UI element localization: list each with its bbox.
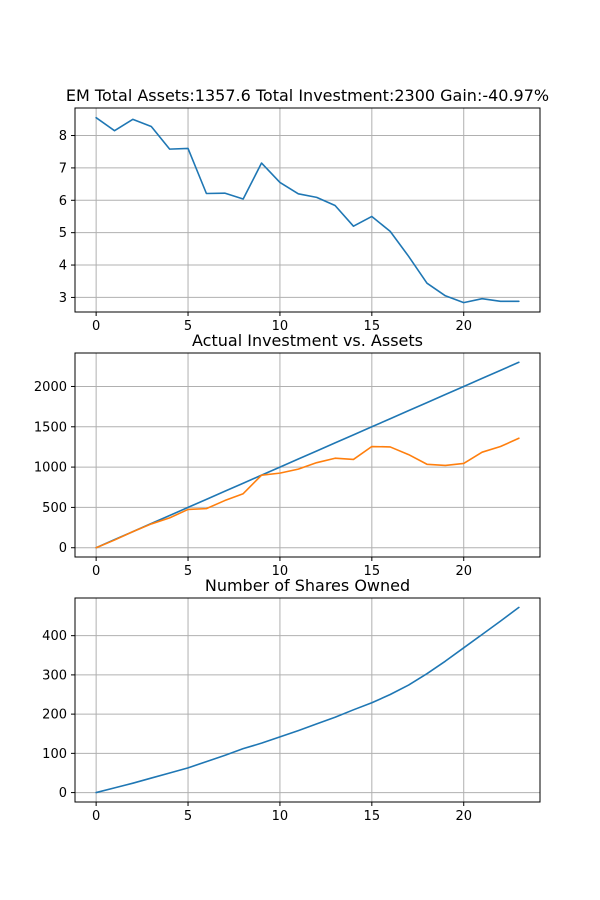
y-tick-label: 4	[59, 259, 67, 274]
y-tick-label: 100	[42, 747, 67, 762]
chart-title: Actual Investment vs. Assets	[192, 331, 423, 350]
series-line-1	[95, 116, 520, 304]
x-tick-label: 10	[272, 319, 289, 334]
x-tick-label: 5	[184, 809, 192, 824]
y-tick-label: 8	[59, 129, 67, 144]
chart-title: EM Total Assets:1357.6 Total Investment:…	[66, 86, 549, 105]
y-tick-label: 2000	[34, 380, 67, 395]
y-tick-label: 7	[59, 161, 67, 176]
x-tick-label: 5	[184, 319, 192, 334]
series-line-1	[95, 361, 520, 549]
y-tick-label: 6	[59, 194, 67, 209]
y-tick-label: 500	[42, 501, 67, 516]
axes-frame	[74, 352, 541, 558]
chart-title: Number of Shares Owned	[205, 576, 410, 595]
x-tick-label: 0	[92, 809, 100, 824]
y-tick-label: 400	[42, 629, 67, 644]
series-line-1	[95, 606, 520, 794]
series-line-2	[95, 437, 520, 549]
x-tick-label: 5	[184, 564, 192, 579]
x-tick-label: 0	[92, 564, 100, 579]
y-tick-label: 1000	[34, 461, 67, 476]
x-tick-label: 10	[272, 809, 289, 824]
y-tick-label: 3	[59, 291, 67, 306]
x-tick-label: 0	[92, 319, 100, 334]
y-tick-label: 0	[59, 541, 67, 556]
x-tick-label: 15	[364, 809, 381, 824]
y-tick-label: 1500	[34, 420, 67, 435]
x-tick-label: 20	[455, 319, 472, 334]
x-tick-label: 20	[455, 809, 472, 824]
subplot-2: 0 5 10 15 20 0 500 1000 1500 2000 Actual Investmen…	[34, 331, 541, 579]
subplot-1: 0 5 10 15 20 3 4 5 6 7 8 EM Total Assets:1357.6 Tot…	[59, 86, 549, 334]
y-tick-label: 200	[42, 708, 67, 723]
y-tick-label: 5	[59, 226, 67, 241]
x-tick-label: 15	[364, 319, 381, 334]
y-tick-label: 300	[42, 668, 67, 683]
axes-frame	[74, 597, 541, 803]
y-tick-label: 0	[59, 786, 67, 801]
axes-frame	[74, 107, 541, 313]
x-tick-label: 20	[455, 564, 472, 579]
x-tick-label: 15	[364, 564, 381, 579]
x-tick-label: 10	[272, 564, 289, 579]
